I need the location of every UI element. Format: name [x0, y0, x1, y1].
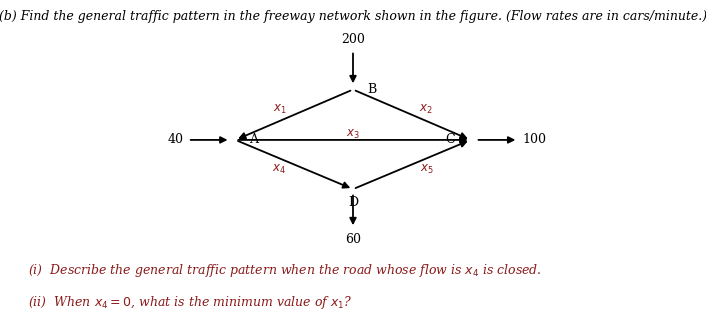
Text: $x_3$: $x_3$ [346, 128, 360, 141]
Text: C: C [445, 134, 455, 146]
Text: $x_1$: $x_1$ [273, 102, 287, 115]
Text: (ii)  When $x_4 = 0$, what is the minimum value of $x_1$?: (ii) When $x_4 = 0$, what is the minimum… [28, 294, 352, 311]
Text: 200: 200 [341, 33, 365, 46]
Text: D: D [348, 196, 358, 209]
Text: 60: 60 [345, 233, 361, 245]
Text: (i)  Describe the general traffic pattern when the road whose flow is $x_4$ is c: (i) Describe the general traffic pattern… [28, 262, 542, 279]
Text: $x_5$: $x_5$ [421, 163, 434, 176]
Text: B: B [367, 83, 376, 96]
Text: $x_4$: $x_4$ [272, 163, 286, 176]
Text: 40: 40 [167, 134, 184, 146]
Text: $x_2$: $x_2$ [419, 102, 433, 115]
Text: 100: 100 [522, 134, 546, 146]
Text: A: A [249, 134, 258, 146]
Text: (b) Find the general traffic pattern in the freeway network shown in the figure.: (b) Find the general traffic pattern in … [0, 10, 706, 23]
